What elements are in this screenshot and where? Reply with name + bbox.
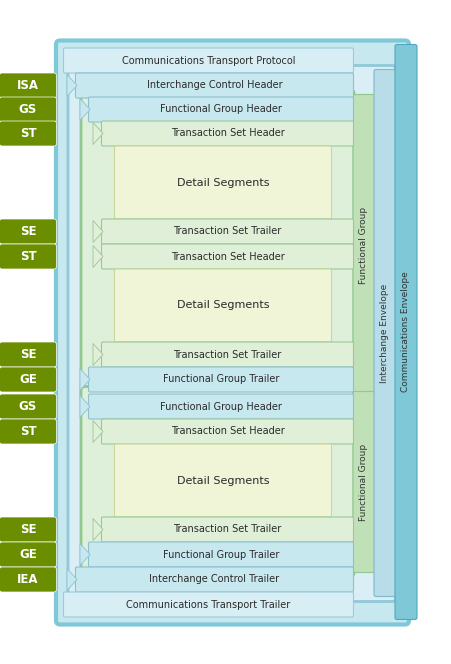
Text: SE: SE xyxy=(20,225,36,238)
FancyBboxPatch shape xyxy=(101,419,353,444)
Text: Functional Group Trailer: Functional Group Trailer xyxy=(162,374,279,384)
FancyBboxPatch shape xyxy=(114,146,331,219)
Polygon shape xyxy=(80,544,90,566)
Text: Interchange Control Trailer: Interchange Control Trailer xyxy=(149,574,279,584)
Text: Functional Group: Functional Group xyxy=(359,444,368,521)
FancyBboxPatch shape xyxy=(0,567,56,592)
Text: Functional Group: Functional Group xyxy=(359,207,368,284)
Text: GE: GE xyxy=(19,548,37,561)
Text: SE: SE xyxy=(20,523,36,536)
Polygon shape xyxy=(80,98,90,120)
Text: Functional Group Header: Functional Group Header xyxy=(160,402,281,412)
Polygon shape xyxy=(67,74,77,96)
Text: Transaction Set Header: Transaction Set Header xyxy=(170,129,284,139)
Polygon shape xyxy=(93,420,103,442)
Text: Communications Transport Protocol: Communications Transport Protocol xyxy=(121,56,295,66)
FancyBboxPatch shape xyxy=(114,444,331,517)
Text: IEA: IEA xyxy=(17,573,39,586)
FancyBboxPatch shape xyxy=(56,41,408,625)
Text: Interchange Control Header: Interchange Control Header xyxy=(147,80,282,90)
Text: Communications Transport Trailer: Communications Transport Trailer xyxy=(126,600,290,610)
FancyBboxPatch shape xyxy=(81,386,353,576)
FancyBboxPatch shape xyxy=(0,517,56,542)
FancyBboxPatch shape xyxy=(101,219,353,244)
FancyBboxPatch shape xyxy=(101,342,353,367)
Text: Interchange Envelope: Interchange Envelope xyxy=(380,284,389,382)
Text: GS: GS xyxy=(19,103,37,116)
FancyBboxPatch shape xyxy=(0,394,56,419)
FancyBboxPatch shape xyxy=(352,94,374,396)
Text: Transaction Set Trailer: Transaction Set Trailer xyxy=(173,525,281,535)
FancyBboxPatch shape xyxy=(0,342,56,367)
Text: Detail Segments: Detail Segments xyxy=(176,475,269,485)
FancyBboxPatch shape xyxy=(0,542,56,567)
Text: Functional Group Trailer: Functional Group Trailer xyxy=(162,550,279,560)
Polygon shape xyxy=(93,246,103,268)
FancyBboxPatch shape xyxy=(68,66,395,602)
Text: ST: ST xyxy=(20,425,36,438)
Text: Transaction Set Trailer: Transaction Set Trailer xyxy=(173,226,281,236)
Text: Transaction Set Header: Transaction Set Header xyxy=(170,426,284,436)
Polygon shape xyxy=(80,369,90,390)
FancyBboxPatch shape xyxy=(394,44,416,620)
FancyBboxPatch shape xyxy=(0,73,56,98)
FancyBboxPatch shape xyxy=(373,70,395,596)
FancyBboxPatch shape xyxy=(0,367,56,392)
FancyBboxPatch shape xyxy=(88,542,353,567)
FancyBboxPatch shape xyxy=(88,394,353,419)
Text: ISA: ISA xyxy=(17,79,39,92)
FancyBboxPatch shape xyxy=(75,567,353,592)
Text: Functional Group Header: Functional Group Header xyxy=(160,104,281,114)
FancyBboxPatch shape xyxy=(63,592,353,617)
FancyBboxPatch shape xyxy=(114,269,331,342)
FancyBboxPatch shape xyxy=(0,244,56,269)
Text: Detail Segments: Detail Segments xyxy=(176,301,269,311)
Text: Detail Segments: Detail Segments xyxy=(176,177,269,187)
FancyBboxPatch shape xyxy=(0,219,56,244)
FancyBboxPatch shape xyxy=(352,392,374,572)
FancyBboxPatch shape xyxy=(0,121,56,146)
Text: Communications Envelope: Communications Envelope xyxy=(400,272,410,392)
FancyBboxPatch shape xyxy=(88,97,353,122)
Text: GS: GS xyxy=(19,400,37,413)
FancyBboxPatch shape xyxy=(101,121,353,146)
Polygon shape xyxy=(67,568,77,590)
Text: ST: ST xyxy=(20,127,36,140)
FancyBboxPatch shape xyxy=(88,367,353,392)
Text: Transaction Set Trailer: Transaction Set Trailer xyxy=(173,349,281,359)
FancyBboxPatch shape xyxy=(0,97,56,122)
Text: SE: SE xyxy=(20,348,36,361)
Polygon shape xyxy=(93,220,103,242)
Polygon shape xyxy=(93,343,103,365)
Text: GE: GE xyxy=(19,373,37,386)
FancyBboxPatch shape xyxy=(0,419,56,444)
FancyBboxPatch shape xyxy=(81,90,353,402)
Polygon shape xyxy=(93,122,103,145)
FancyBboxPatch shape xyxy=(101,244,353,269)
Polygon shape xyxy=(80,396,90,418)
Text: Transaction Set Header: Transaction Set Header xyxy=(170,252,284,262)
Text: ST: ST xyxy=(20,250,36,263)
FancyBboxPatch shape xyxy=(63,48,353,73)
Polygon shape xyxy=(93,519,103,540)
FancyBboxPatch shape xyxy=(75,73,353,98)
FancyBboxPatch shape xyxy=(101,517,353,542)
